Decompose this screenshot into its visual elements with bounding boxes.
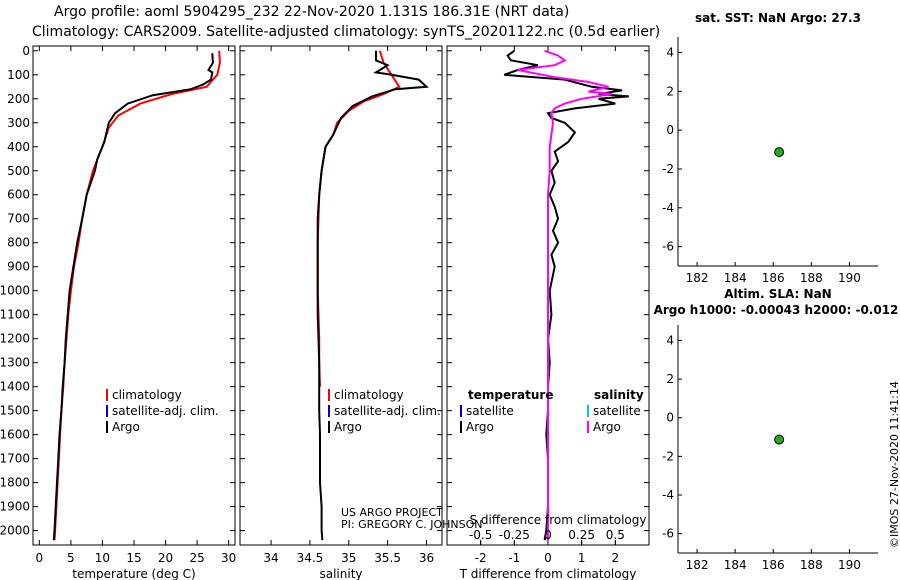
depth-tick-label: 2000 [0,524,30,538]
sla-map-ytick-label: 0 [666,411,674,425]
sst-map-xtick-label: 190 [838,271,861,285]
depth-tick-label: 1800 [0,476,30,490]
difference-s-tick-label: 0.25 [568,528,595,542]
sst-map-ytick-label: 2 [666,84,674,98]
depth-tick-label: 1700 [0,452,30,466]
temperature-legend-label: Argo [112,420,140,434]
depth-tick-label: 1200 [0,332,30,346]
header-line1: Argo profile: aoml 5904295_232 22-Nov-20… [54,4,570,20]
difference-s-tick-label: 0.5 [606,528,625,542]
depth-tick-label: 1500 [0,404,30,418]
difference-s-tick-label: -0.5 [469,528,492,542]
depth-tick-label: 900 [7,260,30,274]
header-line2: Climatology: CARS2009. Satellite-adjuste… [32,24,661,40]
sla-map-title: Altim. SLA: NaN [724,287,831,301]
salinity-xtick-label: 34 [263,551,278,565]
salinity-xtick-label: 34.5 [297,551,324,565]
temperature-frame [32,45,236,546]
salinity-frame [239,45,443,546]
salinity-series-1 [316,50,429,541]
temperature-xtick-label: 10 [95,551,110,565]
temperature-xtick-label: 15 [126,551,141,565]
difference-legend-title: temperature [468,388,553,402]
sla-map-ytick-label: -6 [662,527,674,541]
difference-s-legend-label: satellite [593,404,641,418]
salinity-xlabel: salinity [319,567,362,580]
salinity-xtick-label: 35 [341,551,356,565]
sla-map-xtick-label: 182 [686,558,709,572]
salinity-legend-label: Argo [334,420,362,434]
sst-map-xtick-label: 188 [800,271,823,285]
depth-tick-label: 1600 [0,428,30,442]
difference-xtick-label: 2 [612,551,620,565]
sla-map-xtick-label: 186 [762,558,785,572]
sst-map-ytick-label: -4 [662,201,674,215]
depth-tick-label: 200 [7,92,30,106]
temperature-xtick-label: 5 [67,551,75,565]
depth-tick-label: 600 [7,188,30,202]
depth-tick-label: 1000 [0,284,30,298]
sst-map-ytick-label: -6 [662,240,674,254]
difference-s-tick-label: 0 [544,528,552,542]
depth-tick-label: 0 [22,44,30,58]
difference-xtick-label: 0 [544,551,552,565]
sla-map-xtick-label: 184 [724,558,747,572]
temperature-xtick-label: 30 [221,551,236,565]
sst-map-ytick-label: 4 [666,46,674,60]
project-credit: US ARGO PROJECT [341,506,443,519]
salinity-xtick-label: 35.5 [374,551,401,565]
sla-map-ytick-label: 4 [666,333,674,347]
sla-map-xtick-label: 190 [838,558,861,572]
temperature-legend-label: satellite-adj. clim. [112,404,219,418]
sla-map-xtick-label: 188 [800,558,823,572]
temperature-xtick-label: 0 [35,551,43,565]
sla-map-subtitle: Argo h1000: -0.00043 h2000: -0.012 [654,303,899,317]
salinity-series-0 [316,50,401,387]
difference-xtick-label: 1 [578,551,586,565]
depth-tick-label: 1400 [0,380,30,394]
difference-series-0 [503,49,629,541]
temperature-series-1 [52,53,214,541]
temperature-legend-label: climatology [112,388,182,402]
difference-xtick-label: -2 [475,551,487,565]
depth-tick-label: 100 [7,68,30,82]
temperature-xlabel: temperature (deg C) [72,567,195,580]
sst-map-xtick-label: 182 [686,271,709,285]
depth-tick-label: 800 [7,236,30,250]
sst-map-float-marker [774,147,785,158]
depth-tick-label: 400 [7,140,30,154]
temperature-xtick-label: 20 [158,551,173,565]
sla-map-ytick-label: -4 [662,488,674,502]
difference-s-tick-label: -0.25 [499,528,530,542]
sst-map-xtick-label: 186 [762,271,785,285]
difference-legend-title: salinity [594,388,644,402]
sla-map-float-marker [774,434,785,445]
salinity-xtick-label: 36 [419,551,434,565]
sst-map-title: sat. SST: NaN Argo: 27.3 [695,11,861,25]
salinity-legend-label: satellite-adj. clim. [334,404,441,418]
difference-xtick-label: -1 [508,551,520,565]
sst-map-ytick-label: 0 [666,123,674,137]
difference-t-legend-label: Argo [466,420,494,434]
depth-tick-label: 300 [7,116,30,130]
temperature-series-0 [53,50,221,541]
depth-tick-label: 1100 [0,308,30,322]
sla-map-ytick-label: -2 [662,449,674,463]
difference-t-legend-label: satellite [466,404,514,418]
pi-credit: PI: GREGORY C. JOHNSON [341,518,482,531]
difference-xlabel: T difference from climatology [459,567,637,580]
sst-map-xtick-label: 184 [724,271,747,285]
depth-tick-label: 700 [7,212,30,226]
depth-tick-label: 500 [7,164,30,178]
sla-map-ytick-label: 2 [666,372,674,386]
sst-map-ytick-label: -2 [662,162,674,176]
difference-series-1 [517,49,613,541]
difference-s-legend-label: Argo [593,420,621,434]
depth-tick-label: 1300 [0,356,30,370]
temperature-xtick-label: 25 [189,551,204,565]
depth-tick-label: 1900 [0,500,30,514]
difference-xlabel-top: S difference from climatology [470,513,647,527]
salinity-legend-label: climatology [334,388,404,402]
